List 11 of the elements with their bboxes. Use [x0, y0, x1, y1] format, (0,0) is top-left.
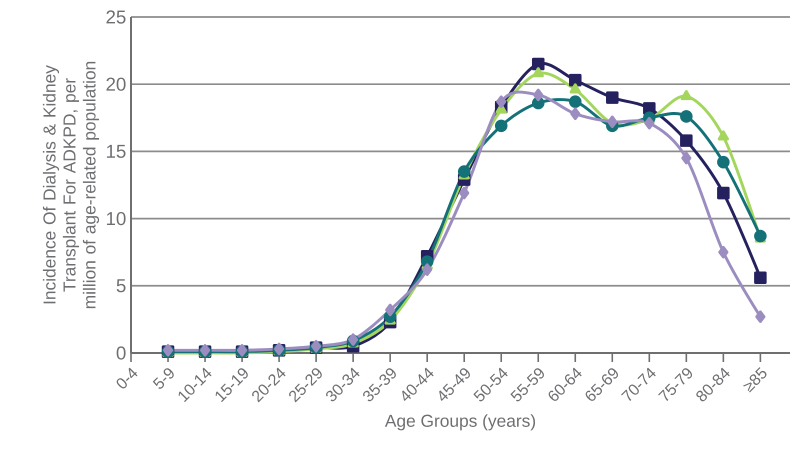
x-axis-title: Age Groups (years): [384, 414, 536, 430]
x-tick-label: 5-9: [152, 368, 174, 389]
y-tick-label: 5: [116, 279, 126, 292]
y-tick-label: 10: [106, 212, 126, 226]
x-tick-label: ≥85: [743, 367, 766, 392]
y-tick-label: 0: [116, 346, 126, 360]
y-axis-title: Incidence Of Dialysis & Kidney Transplant For ADKPD, per million of age-related population: [42, 62, 100, 308]
y-tick-label: 25: [106, 10, 126, 24]
y-tick-label: 15: [106, 144, 126, 158]
y-tick-label: 20: [106, 78, 126, 91]
x-tick-label: 0-4: [116, 368, 138, 388]
